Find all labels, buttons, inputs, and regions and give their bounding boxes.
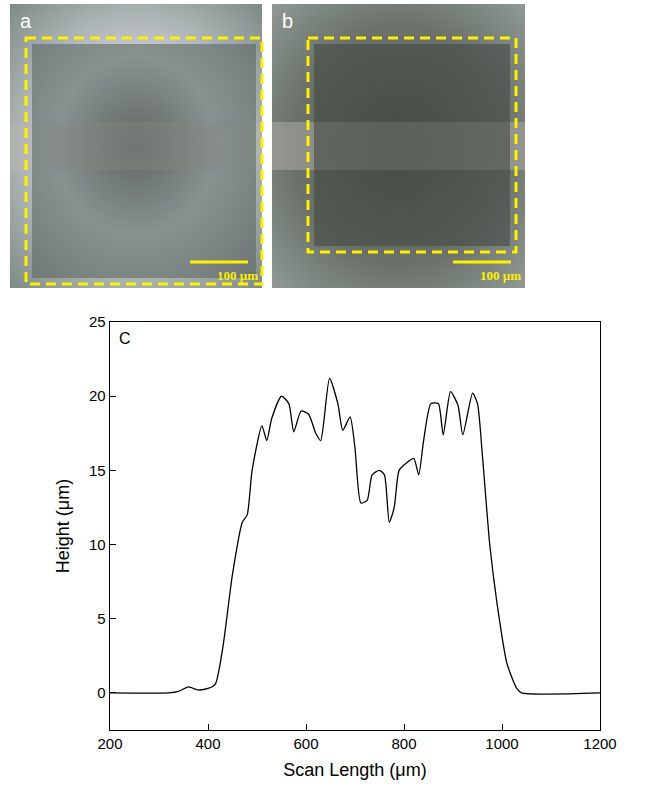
svg-text:100 μm: 100 μm — [480, 268, 521, 283]
svg-text:b: b — [282, 10, 293, 32]
svg-text:5: 5 — [97, 610, 105, 627]
svg-text:a: a — [20, 10, 32, 32]
svg-text:800: 800 — [391, 735, 416, 752]
svg-text:1000: 1000 — [485, 735, 518, 752]
svg-text:200: 200 — [97, 735, 122, 752]
svg-text:Height (μm): Height (μm) — [53, 479, 73, 573]
svg-text:15: 15 — [89, 462, 106, 479]
svg-text:0: 0 — [97, 684, 105, 701]
svg-text:10: 10 — [89, 536, 106, 553]
svg-text:20: 20 — [89, 387, 106, 404]
svg-text:1200: 1200 — [583, 735, 616, 752]
svg-text:100 μm: 100 μm — [217, 268, 258, 283]
svg-text:25: 25 — [89, 313, 106, 330]
svg-text:Scan Length (μm): Scan Length (μm) — [283, 760, 426, 780]
svg-text:600: 600 — [293, 735, 318, 752]
svg-text:C: C — [119, 330, 131, 347]
svg-text:400: 400 — [195, 735, 220, 752]
